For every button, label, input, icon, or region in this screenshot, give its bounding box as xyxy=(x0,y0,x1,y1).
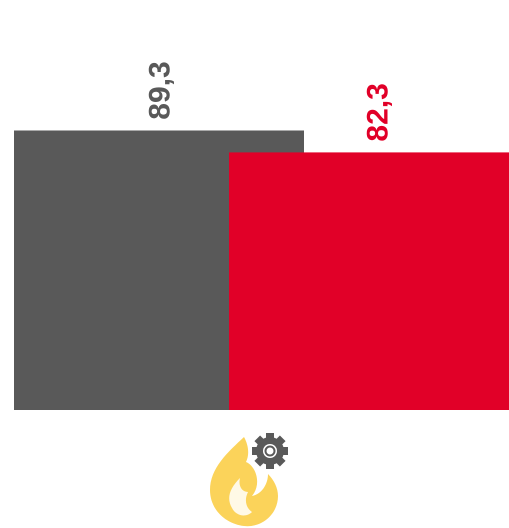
gear-center-ring xyxy=(264,445,276,457)
value-labels-group: 89,3 82,3 xyxy=(144,61,395,141)
flame-gear-icon xyxy=(210,433,288,527)
bar-2 xyxy=(229,152,509,410)
value-label-1: 89,3 xyxy=(144,61,177,119)
gear-icon xyxy=(252,433,288,469)
bars-group xyxy=(14,130,509,410)
flame-icon xyxy=(210,437,278,527)
value-label-2: 82,3 xyxy=(362,83,395,141)
flame-inner-icon xyxy=(229,478,252,516)
